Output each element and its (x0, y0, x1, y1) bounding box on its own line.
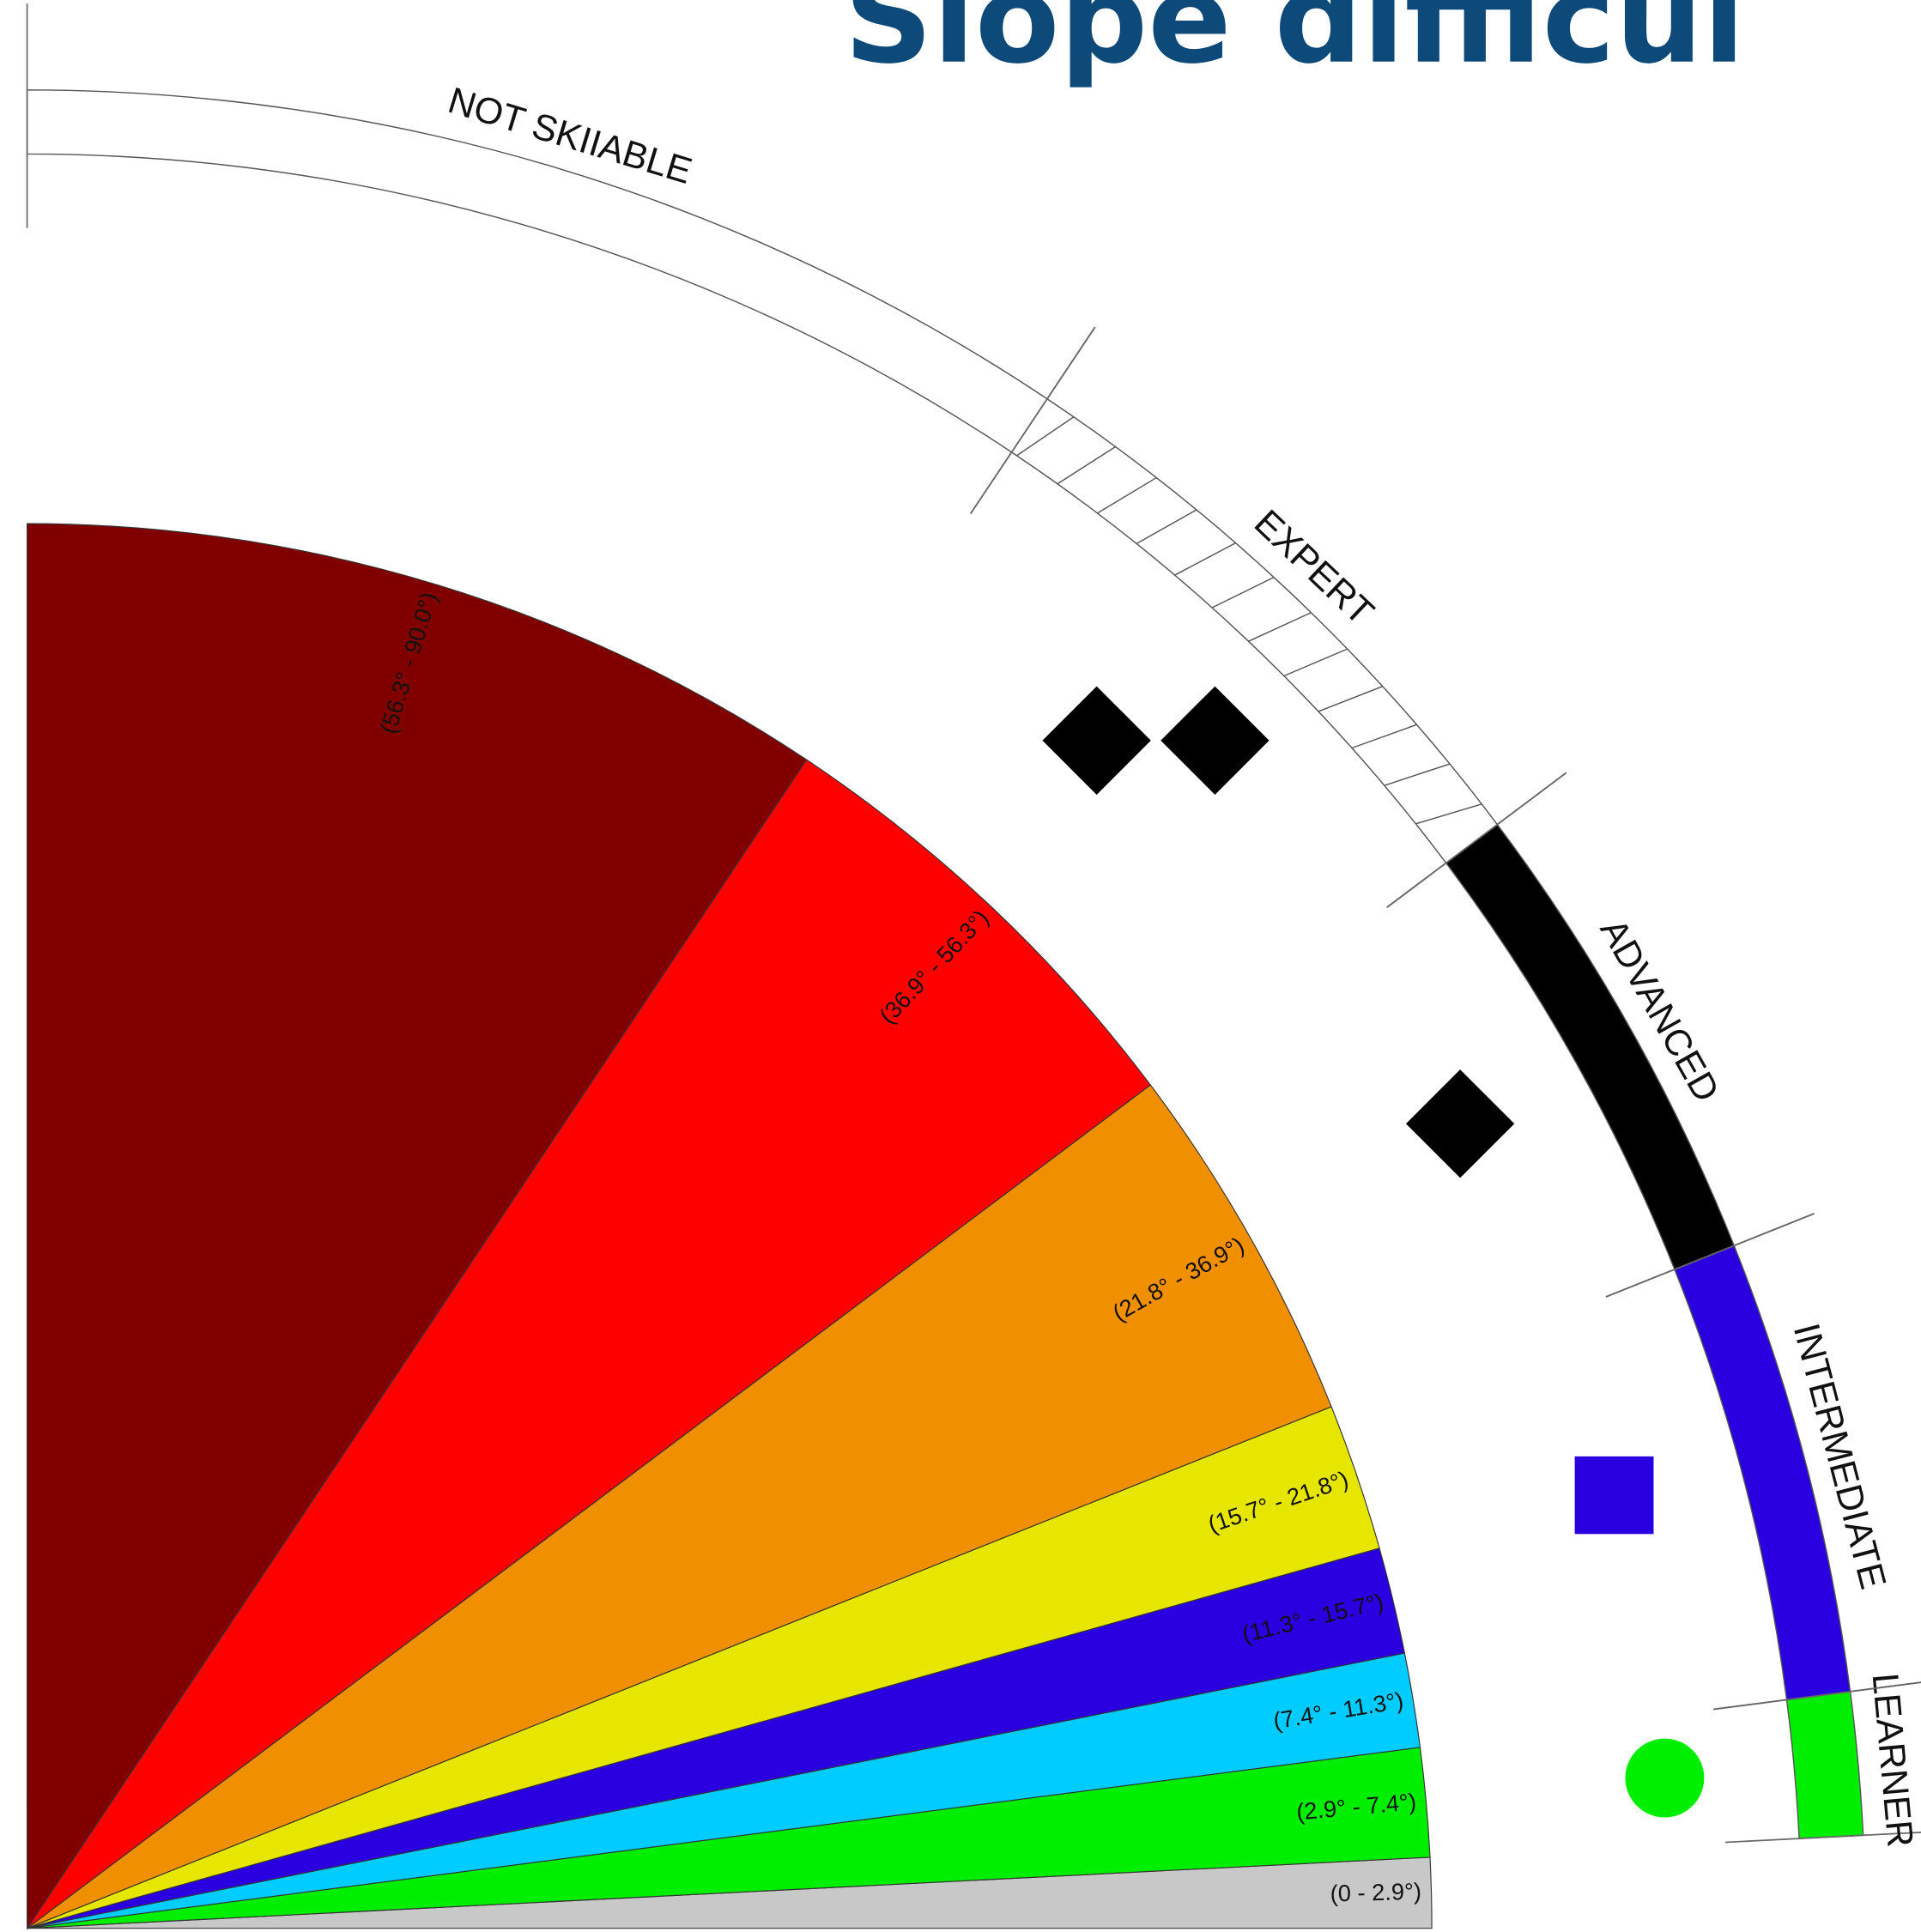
band-boundary (1386, 772, 1567, 908)
circle (1625, 1738, 1705, 1818)
band-boundary (1713, 1681, 1921, 1711)
hatch-line (1384, 763, 1451, 786)
wedge (27, 523, 808, 1930)
double-diamond (1160, 686, 1270, 795)
wedge (27, 1084, 1332, 1929)
wedge (27, 759, 1152, 1929)
wedges: (0 - 2.9°)(2.9° - 7.4°)(7.4° - 11.3°)(11… (27, 523, 1433, 1930)
band (1785, 1691, 1864, 1839)
wedge-label: (0 - 2.9°) (1330, 1878, 1421, 1907)
hatch-line (1016, 416, 1075, 457)
hatch-line (1097, 476, 1157, 514)
hatch-line (1057, 445, 1116, 485)
hatch-line (1136, 509, 1197, 544)
band-boundary (1605, 1213, 1815, 1298)
band (1010, 397, 1499, 864)
hatch-line (1248, 612, 1312, 642)
hatch-line (1174, 542, 1236, 576)
double-diamond (1042, 686, 1151, 795)
hatch-line (1318, 685, 1383, 712)
title: Slope difficul (844, 0, 1745, 91)
band-boundary (1725, 1832, 1921, 1844)
hatch-line (1415, 803, 1482, 825)
hatch-line (1211, 576, 1275, 609)
band-label: LEARNER (1864, 1671, 1921, 1849)
diamond (1405, 1069, 1515, 1178)
hatch-line (1351, 724, 1417, 749)
icons (1042, 686, 1705, 1818)
band-boundary (970, 326, 1096, 514)
hatch-line (1283, 648, 1348, 677)
square (1574, 1456, 1654, 1535)
